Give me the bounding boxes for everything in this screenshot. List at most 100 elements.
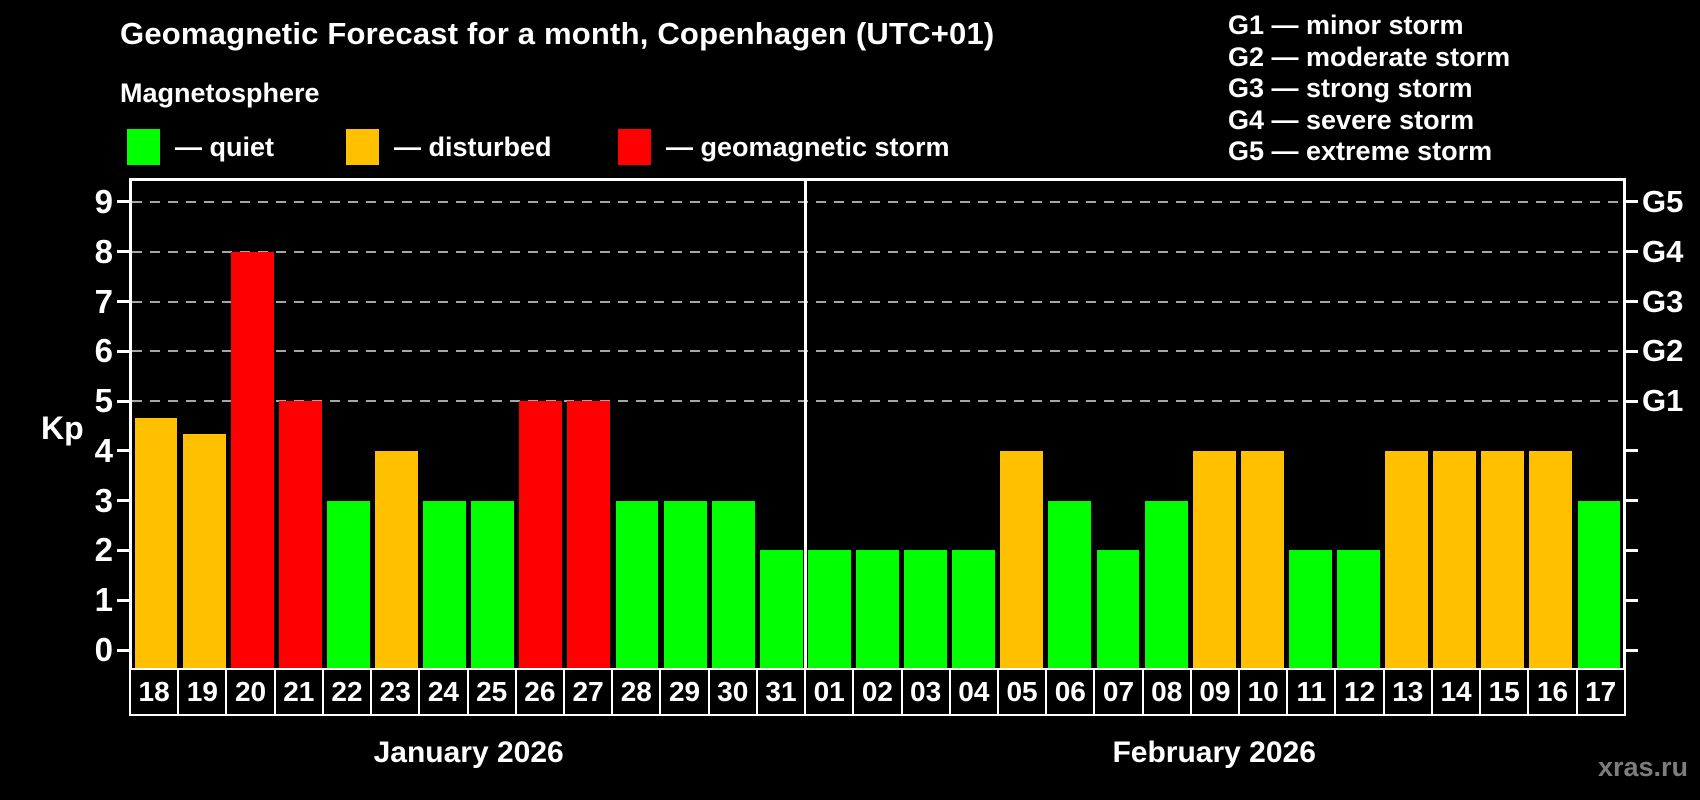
- legend-item-storm: — geomagnetic storm: [618, 128, 950, 166]
- y-axis-label-5: 5: [94, 382, 113, 420]
- kp-bar-february-01: [807, 550, 851, 668]
- left-tick-kp3: [117, 499, 129, 503]
- kp-bar-february-15: [1481, 450, 1525, 668]
- day-label-january-22: 22: [321, 668, 373, 716]
- day-label-february-03: 03: [900, 668, 951, 716]
- left-tick-kp5: [117, 399, 129, 403]
- left-tick-kp6: [117, 349, 129, 353]
- gridline-kp6: [132, 350, 1623, 353]
- day-label-january-31: 31: [755, 668, 807, 716]
- kp-bar-january-23: [375, 450, 418, 668]
- gridline-kp8: [132, 250, 1623, 253]
- kp-bar-january-26: [519, 401, 563, 668]
- day-label-february-13: 13: [1382, 668, 1433, 716]
- kp-bar-february-17: [1577, 500, 1621, 668]
- storm-swatch-icon: [618, 129, 651, 165]
- g-axis-label-g2: G2: [1642, 333, 1684, 369]
- left-tick-kp4: [117, 449, 129, 453]
- quiet-swatch-icon: [127, 129, 160, 165]
- legend-label-quiet: — quiet: [175, 131, 274, 162]
- y-axis-label-4: 4: [94, 431, 113, 469]
- kp-bar-february-10: [1240, 450, 1284, 668]
- y-axis-label-8: 8: [94, 232, 113, 270]
- y-axis-label-1: 1: [94, 581, 113, 619]
- day-label-february-17: 17: [1575, 668, 1626, 716]
- left-tick-kp2: [117, 548, 129, 552]
- right-tick-kp4: [1626, 449, 1638, 453]
- disturbed-swatch-icon: [346, 129, 379, 165]
- right-tick-kp7: [1626, 300, 1638, 304]
- g-legend-line-g4: G4 — severe storm: [1228, 104, 1475, 135]
- gridline-kp9: [132, 200, 1623, 203]
- day-label-february-14: 14: [1430, 668, 1482, 716]
- legend-item-quiet: — quiet: [127, 128, 274, 166]
- chart-title: Geomagnetic Forecast for a month, Copenh…: [120, 16, 995, 51]
- kp-bar-february-13: [1385, 450, 1428, 668]
- kp-bar-february-07: [1096, 550, 1140, 668]
- right-tick-kp8: [1626, 250, 1638, 254]
- day-label-january-26: 26: [514, 668, 565, 716]
- day-label-january-21: 21: [273, 668, 324, 716]
- y-axis-label-7: 7: [94, 282, 113, 320]
- day-label-january-30: 30: [707, 668, 758, 716]
- g-axis-label-g1: G1: [1642, 383, 1684, 419]
- y-axis-label-9: 9: [94, 182, 113, 220]
- left-tick-kp8: [117, 250, 129, 254]
- plot-area: [129, 178, 1626, 671]
- gridline-kp7: [132, 300, 1623, 303]
- kp-bar-february-12: [1337, 550, 1380, 668]
- left-tick-kp7: [117, 300, 129, 304]
- day-label-january-18: 18: [129, 668, 180, 716]
- g-legend-line-g1: G1 — minor storm: [1228, 10, 1464, 40]
- day-label-february-05: 05: [996, 668, 1048, 716]
- kp-bar-january-30: [711, 500, 755, 668]
- kp-bar-february-05: [1000, 450, 1044, 668]
- day-label-february-04: 04: [948, 668, 999, 716]
- kp-bar-january-20: [230, 251, 274, 668]
- y-axis-label-2: 2: [94, 531, 113, 569]
- kp-bar-february-16: [1529, 450, 1573, 668]
- x-axis-day-labels: 18 19 20 21 22 23 24 25 26 27 28 29 30 31 01 02 03 04 05 06…: [129, 668, 1626, 716]
- right-tick-kp1: [1626, 598, 1638, 602]
- kp-bar-january-31: [759, 550, 803, 668]
- day-label-february-15: 15: [1479, 668, 1530, 716]
- right-tick-kp5: [1626, 399, 1638, 403]
- g-axis-label-g5: G5: [1642, 183, 1684, 219]
- day-label-february-12: 12: [1334, 668, 1385, 716]
- day-label-january-28: 28: [611, 668, 662, 716]
- kp-bar-february-09: [1192, 450, 1236, 668]
- day-label-february-02: 02: [852, 668, 903, 716]
- legend-label-storm: — geomagnetic storm: [666, 131, 950, 162]
- right-tick-kp9: [1626, 200, 1638, 204]
- kp-bar-january-25: [471, 500, 515, 668]
- day-label-february-11: 11: [1286, 668, 1337, 716]
- kp-bar-january-24: [423, 500, 467, 668]
- month-divider-line: [803, 181, 807, 668]
- g-legend-line-g5: G5 — extreme storm: [1228, 136, 1493, 166]
- watermark: xras.ru: [1597, 752, 1688, 782]
- day-label-january-20: 20: [225, 668, 276, 716]
- kp-bar-february-04: [952, 550, 996, 668]
- y-axis-label-6: 6: [94, 332, 113, 370]
- day-label-february-09: 09: [1189, 668, 1241, 716]
- y-axis-label-3: 3: [94, 481, 113, 519]
- legend-item-disturbed: — disturbed: [346, 128, 552, 166]
- day-label-february-10: 10: [1238, 668, 1289, 716]
- g-axis-label-g4: G4: [1642, 233, 1684, 269]
- day-label-february-16: 16: [1527, 668, 1578, 716]
- day-label-january-29: 29: [659, 668, 710, 716]
- day-label-february-07: 07: [1093, 668, 1144, 716]
- kp-bar-february-06: [1048, 500, 1092, 668]
- kp-bar-january-18: [134, 417, 178, 668]
- g-legend-line-g3: G3 — strong storm: [1228, 73, 1473, 103]
- kp-bar-january-21: [278, 401, 322, 668]
- kp-bar-february-11: [1288, 550, 1332, 668]
- kp-bar-february-02: [856, 550, 899, 668]
- kp-bar-january-29: [663, 500, 707, 668]
- day-label-january-19: 19: [177, 668, 228, 716]
- y-axis-title: Kp: [41, 410, 84, 446]
- g-scale-legend: G1 — minor storm G2 — moderate storm G3 …: [1228, 10, 1510, 168]
- legend-label-disturbed: — disturbed: [394, 131, 552, 162]
- left-tick-kp9: [117, 200, 129, 204]
